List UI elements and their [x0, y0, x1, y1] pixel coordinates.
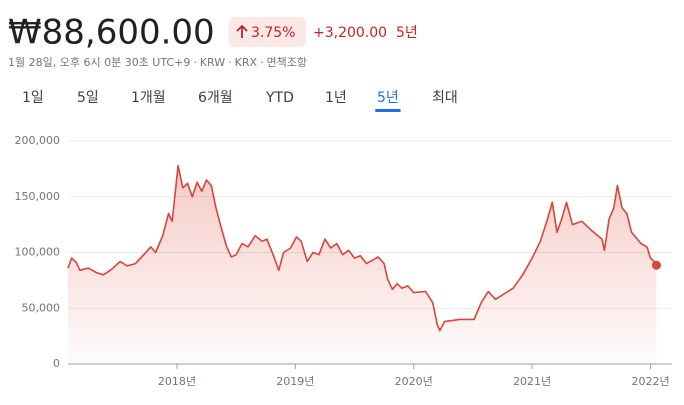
- range-tab[interactable]: 최대: [432, 90, 458, 106]
- x-tick-label: 2022년: [631, 375, 669, 388]
- y-tick-label: 200,000: [15, 134, 61, 147]
- x-tick-label: 2021년: [513, 375, 551, 388]
- range-tab[interactable]: YTD: [265, 90, 294, 106]
- y-tick-label: 150,000: [15, 190, 61, 203]
- x-tick-label: 2019년: [276, 375, 314, 388]
- range-tab[interactable]: 1일: [22, 90, 44, 106]
- range-tab[interactable]: 5년: [377, 90, 399, 106]
- separator: ·: [260, 56, 264, 69]
- change-period: 5년: [396, 25, 418, 41]
- meta: 1월 28일, 오후 6시 0분 30초 UTC+9 · KRW · KRX · 면책조항: [8, 55, 307, 69]
- y-tick-label: 50,000: [22, 301, 61, 314]
- range-tab[interactable]: 6개월: [198, 90, 233, 106]
- x-tick-label: 2020년: [395, 375, 433, 388]
- tabs: 1일 5일 1개월 6개월 YTD 1년 5년 최대: [22, 90, 458, 112]
- range-tab[interactable]: 1년: [325, 90, 347, 106]
- last-point: [651, 260, 661, 270]
- change-value: +3,200.00: [313, 25, 387, 41]
- price-line: [67, 164, 658, 332]
- disclaimer-link[interactable]: 면책조항: [267, 56, 307, 69]
- up-arrow: [236, 24, 248, 38]
- meta-item: KRX: [235, 56, 258, 69]
- separator: ·: [228, 56, 232, 69]
- separator: ·: [193, 56, 197, 69]
- y-tick-label: 0: [53, 357, 60, 370]
- change-badge: [229, 17, 306, 47]
- plot: 0 50,000 100,000 150,000 200,000 2018년 2019년 20…: [15, 134, 672, 388]
- change-percent: 3.75%: [251, 25, 295, 41]
- range-tab[interactable]: 1개월: [131, 90, 166, 106]
- range-tab[interactable]: 5일: [77, 90, 99, 106]
- area-fill: [68, 165, 657, 364]
- meta-item: 1월 28일, 오후 6시 0분 30초 UTC+9: [8, 55, 190, 69]
- active-tab-indicator: [375, 109, 401, 112]
- price: ₩88,600.00: [8, 13, 215, 53]
- meta-item: KRW: [200, 56, 225, 69]
- y-tick-label: 100,000: [15, 246, 61, 259]
- x-tick-label: 2018년: [158, 375, 196, 388]
